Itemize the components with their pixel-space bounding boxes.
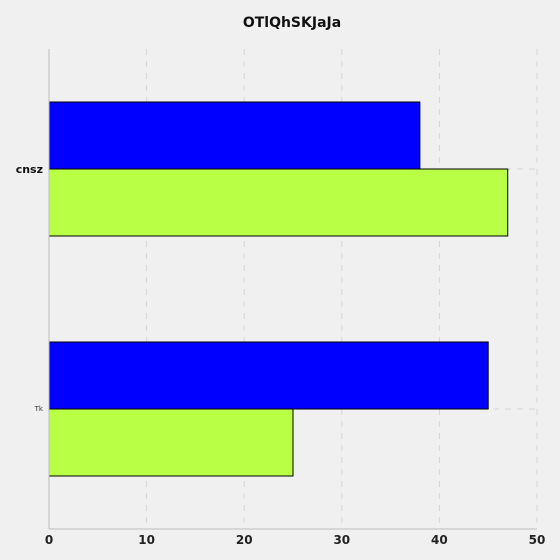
- bar-series-1-tk: [48, 408, 294, 477]
- x-tick-label: 40: [431, 533, 448, 547]
- bar-series-1-cnsz: [48, 168, 509, 237]
- x-tick-label: 30: [333, 533, 350, 547]
- x-ticks: 0 10 20 30 40 50: [45, 533, 546, 547]
- x-tick-label: 20: [236, 533, 253, 547]
- x-tick-label: 0: [45, 533, 53, 547]
- bars: [48, 101, 509, 477]
- y-ticks: Tk cnsz: [16, 163, 44, 413]
- x-tick-label: 10: [138, 533, 155, 547]
- chart-title: OTlQhSKJaJa: [243, 15, 341, 31]
- axes: [48, 49, 537, 530]
- y-tick-label: Tk: [34, 405, 44, 413]
- bar-series-0-tk: [48, 341, 489, 410]
- x-tick-label: 50: [529, 533, 546, 547]
- y-tick-label: cnsz: [16, 163, 43, 176]
- bar-series-0-cnsz: [48, 101, 421, 170]
